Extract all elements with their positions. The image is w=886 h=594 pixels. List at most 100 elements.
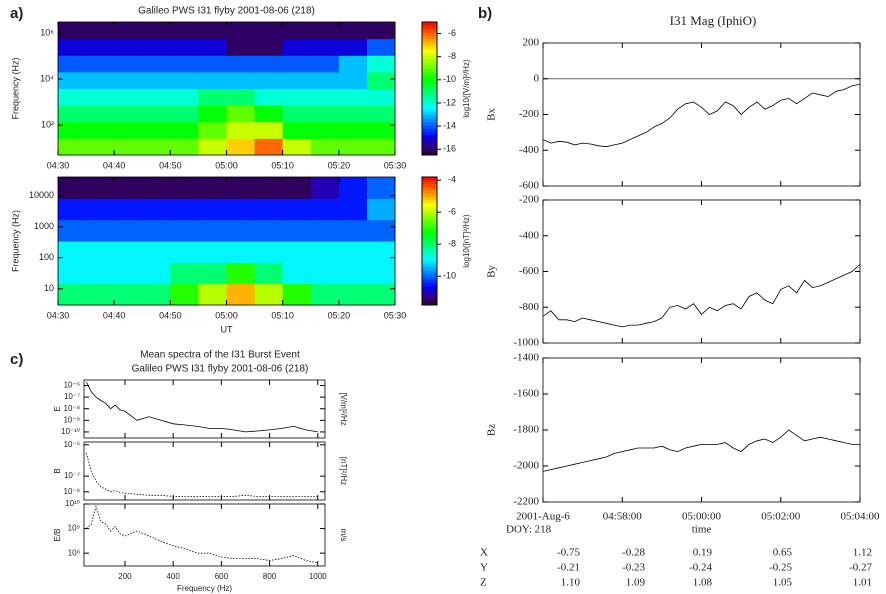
heatmap-cell [170, 283, 199, 306]
y-axis-label: B [53, 468, 62, 473]
colorbar-segment [422, 228, 437, 232]
heatmap-cell [86, 55, 115, 73]
table-cell: -0.21 [557, 562, 580, 574]
colorbar-segment [422, 269, 437, 274]
heatmap-cell [114, 88, 143, 106]
heatmap-cell [142, 177, 171, 199]
x-tick-label: 05:00 [215, 310, 238, 320]
colorbar-segment [422, 28, 437, 33]
heatmap-cell [86, 198, 115, 221]
heatmap-cell [310, 88, 340, 106]
heatmap-cell [114, 105, 143, 123]
heatmap-cell [282, 177, 312, 199]
colorbar-segment [422, 218, 437, 223]
y-tick-label: -400 [519, 144, 540, 156]
heatmap-cell [338, 105, 368, 123]
colorbar-label: log10([V/m]²/Hz) [462, 59, 471, 118]
heatmap-cell [254, 219, 284, 242]
heatmap-cell [282, 22, 312, 40]
heatmap-cell [86, 38, 115, 56]
heatmap-cell [338, 241, 368, 263]
heatmap-cell [366, 38, 396, 56]
colorbar-segment [422, 260, 437, 264]
heatmap-cell [58, 55, 87, 73]
y-tick-label: 10⁻¹⁰ [61, 427, 80, 436]
plot-frame [542, 42, 861, 187]
heatmap-cell [198, 22, 227, 40]
y-tick-label: -400 [519, 229, 540, 241]
x-tick-label: 04:40 [103, 310, 126, 320]
plot-frame [83, 379, 326, 439]
x-tick-label: 05:00:00 [682, 511, 722, 523]
y-axis-label: Bx [486, 108, 498, 121]
heatmap-cell [58, 105, 87, 123]
colorbar-segment [422, 31, 437, 36]
y-axis-label-right: m/s [339, 529, 348, 542]
y-tick-label: -1800 [513, 424, 539, 436]
panel-label: b) [478, 5, 492, 22]
x-tick-label: 04:50 [159, 160, 182, 170]
data-line [86, 505, 318, 564]
heatmap-cell [338, 177, 368, 199]
colorbar-segment [422, 108, 437, 113]
heatmap-cell [198, 283, 227, 306]
table-cell: -0.28 [622, 547, 645, 559]
heatmap-cell [58, 177, 87, 199]
heatmap-cell [198, 88, 227, 106]
y-tick-label: 10⁶ [40, 27, 54, 37]
heatmap-cell [338, 198, 368, 221]
colorbar-segment [422, 22, 437, 26]
colorbar-tick-label: -10 [443, 271, 456, 281]
chart-title: Mean spectra of the I31 Burst Event [140, 350, 300, 361]
y-tick-label: 10⁸ [68, 548, 80, 557]
heatmap-cell [226, 262, 256, 285]
x-tick-label: 1000 [309, 572, 327, 581]
x-axis-label: UT [221, 324, 233, 334]
heatmap-cell [86, 121, 115, 139]
colorbar-segment [422, 298, 437, 303]
heatmap-cell [366, 88, 396, 106]
y-tick-label: 1000 [34, 221, 54, 231]
colorbar-tick-label: -16 [443, 144, 456, 154]
colorbar-tick-label: -4 [448, 175, 456, 185]
heatmap-cell [282, 219, 312, 242]
heatmap-cell [226, 198, 256, 221]
heatmap-cell [254, 22, 284, 40]
heatmap-cell [254, 262, 284, 285]
colorbar-segment [422, 131, 437, 136]
heatmap-cell [310, 177, 340, 199]
heatmap-cell [86, 283, 115, 306]
heatmap-cell [58, 71, 87, 89]
colorbar-segment [422, 189, 437, 194]
heatmap-cell [282, 55, 312, 73]
heatmap-cell [142, 283, 171, 306]
colorbar-segment [422, 186, 437, 191]
chart-subtitle: Galileo PWS I31 flyby 2001-08-06 (218) [132, 364, 309, 375]
x-tick-label: 800 [263, 572, 277, 581]
y-tick-label: 10⁻⁵ [64, 440, 80, 449]
colorbar-segment [422, 285, 437, 290]
table-cell: 1.01 [853, 577, 872, 589]
colorbar-segment [422, 45, 437, 50]
heatmap-cell [226, 121, 256, 139]
y-tick-label: 100 [39, 252, 54, 262]
plot-frame [83, 503, 326, 567]
y-tick-label: 10⁴ [40, 73, 54, 83]
y-tick-label: -1000 [513, 337, 539, 349]
heatmap-cell [114, 55, 143, 73]
heatmap-cell [170, 219, 199, 242]
heatmap-cell [114, 198, 143, 221]
heatmap-cell [198, 55, 227, 73]
heatmap-cell [338, 283, 368, 306]
heatmap-cell [86, 71, 115, 89]
y-tick-label: -1600 [513, 388, 539, 400]
heatmap-cell [86, 88, 115, 106]
y-axis-label: Bz [486, 424, 498, 436]
colorbar-tick-label: -14 [443, 120, 456, 130]
y-tick-label: -600 [519, 265, 540, 277]
heatmap-cell [198, 198, 227, 221]
table-row-label: X [480, 547, 488, 559]
chart-title: I31 Mag (IphiO) [670, 13, 757, 28]
heatmap-cell [366, 177, 396, 199]
heatmap-cell [310, 105, 340, 123]
